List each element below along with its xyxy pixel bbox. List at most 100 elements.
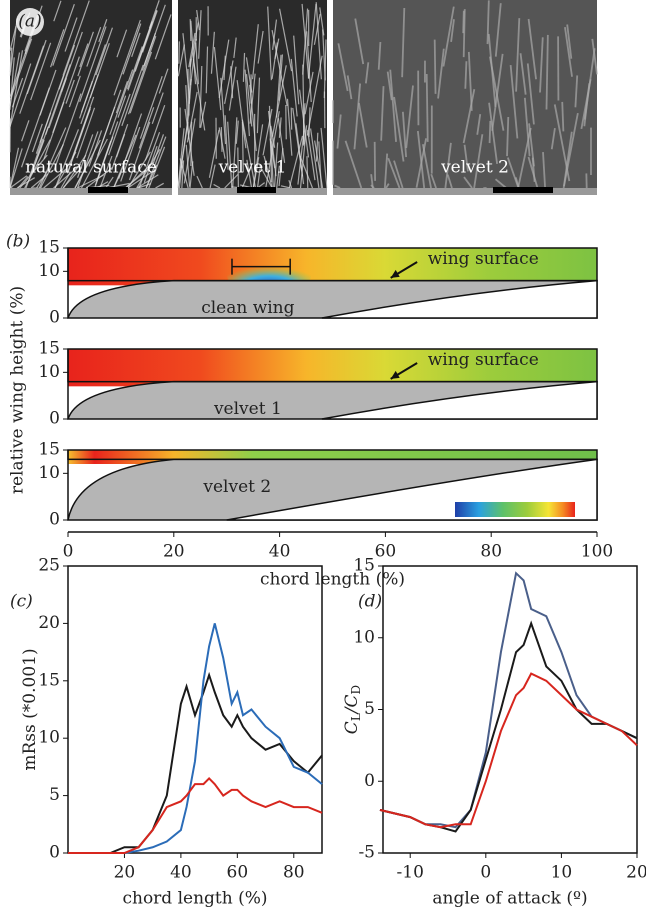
- x-axis-label: chord length (%): [260, 570, 405, 590]
- fiber: [550, 128, 556, 150]
- fiber: [393, 160, 404, 189]
- fiber: [85, 166, 113, 189]
- data-line: [68, 623, 323, 854]
- fiber: [224, 60, 234, 105]
- fiber: [422, 144, 432, 189]
- fiber: [271, 65, 287, 137]
- fiber: [108, 93, 131, 156]
- flow-field: [68, 349, 597, 387]
- fiber: [94, 136, 114, 189]
- fiber: [354, 18, 365, 65]
- y-tick-label: 0: [49, 510, 60, 530]
- fiber: [39, 144, 64, 189]
- fiber: [519, 53, 527, 95]
- fiber: [591, 38, 598, 75]
- fiber: [138, 107, 155, 149]
- fiber: [233, 37, 237, 59]
- fiber: [220, 127, 223, 152]
- fiber: [358, 102, 368, 148]
- fiber: [301, 3, 310, 79]
- fiber: [462, 88, 476, 144]
- fiber: [136, 174, 159, 189]
- fiber: [370, 184, 375, 189]
- fiber: [21, 120, 30, 142]
- scale-bar: [237, 187, 276, 193]
- fiber: [131, 32, 141, 57]
- y-tick-label: 5: [49, 785, 60, 805]
- fiber: [297, 130, 305, 185]
- fiber: [236, 80, 247, 149]
- fiber: [79, 26, 107, 102]
- x-tick-label: 80: [283, 863, 305, 883]
- fiber: [271, 29, 288, 107]
- fiber: [80, 138, 108, 189]
- fiber: [334, 184, 341, 189]
- fiber: [189, 22, 199, 67]
- x-tick-label: -10: [397, 863, 424, 883]
- fiber: [109, 69, 134, 135]
- fiber: [116, 29, 128, 58]
- fiber: [112, 134, 137, 189]
- fiber: [19, 154, 48, 189]
- fiber: [444, 142, 452, 189]
- fiber: [463, 144, 469, 172]
- fiber: [188, 79, 192, 104]
- fiber: [241, 119, 257, 189]
- y-axis-label: CL/CD: [342, 685, 363, 734]
- fiber: [50, 29, 65, 68]
- fiber: [526, 63, 535, 125]
- fiber: [78, 44, 106, 119]
- fiber: [9, 63, 32, 127]
- fiber: [188, 32, 196, 68]
- fiber: [79, 43, 89, 68]
- y-tick-label: 15: [38, 440, 60, 460]
- fiber: [299, 155, 314, 189]
- fiber: [304, 71, 314, 115]
- fiber: [97, 106, 116, 156]
- y-tick-label: 0: [49, 843, 60, 863]
- fiber: [494, 178, 507, 189]
- image-caption: velvet 2: [440, 158, 509, 178]
- fiber: [31, 126, 49, 173]
- fiber: [9, 17, 18, 76]
- fiber: [389, 69, 397, 142]
- fiber: [24, 139, 51, 189]
- panel-label: (b): [6, 232, 30, 252]
- fiber: [377, 41, 382, 70]
- y-tick-label: 25: [38, 556, 60, 576]
- fiber: [353, 83, 362, 150]
- fiber: [53, 93, 82, 172]
- panel-label: (c): [10, 592, 33, 612]
- fiber: [152, 134, 165, 166]
- fiber: [430, 173, 437, 189]
- x-tick-label: 20: [626, 863, 646, 883]
- fiber: [63, 154, 87, 189]
- strip-annotation: velvet 2: [202, 477, 271, 497]
- fiber: [401, 7, 406, 78]
- y-axis-label: relative wing height (%): [8, 286, 28, 494]
- fiber: [450, 19, 455, 43]
- fiber: [76, 107, 96, 159]
- arrow-head: [390, 269, 400, 278]
- fiber: [237, 147, 240, 189]
- panel-label: (d): [358, 592, 382, 612]
- arrow-head: [390, 370, 400, 379]
- scale-bar: [493, 187, 553, 193]
- fiber: [99, 155, 113, 189]
- fiber: [190, 20, 197, 85]
- fiber: [224, 115, 229, 170]
- fiber: [113, 19, 141, 96]
- fiber: [564, 26, 573, 77]
- fiber: [386, 71, 393, 101]
- fiber: [29, 138, 44, 177]
- fiber: [322, 29, 326, 81]
- fiber: [515, 18, 521, 92]
- fiber: [122, 23, 142, 75]
- fiber: [31, 123, 43, 153]
- fiber: [242, 52, 246, 82]
- fiber: [531, 157, 536, 182]
- fiber: [98, 19, 108, 43]
- fiber: [387, 157, 401, 189]
- fiber: [144, 104, 166, 161]
- pointer-label: wing surface: [428, 249, 539, 269]
